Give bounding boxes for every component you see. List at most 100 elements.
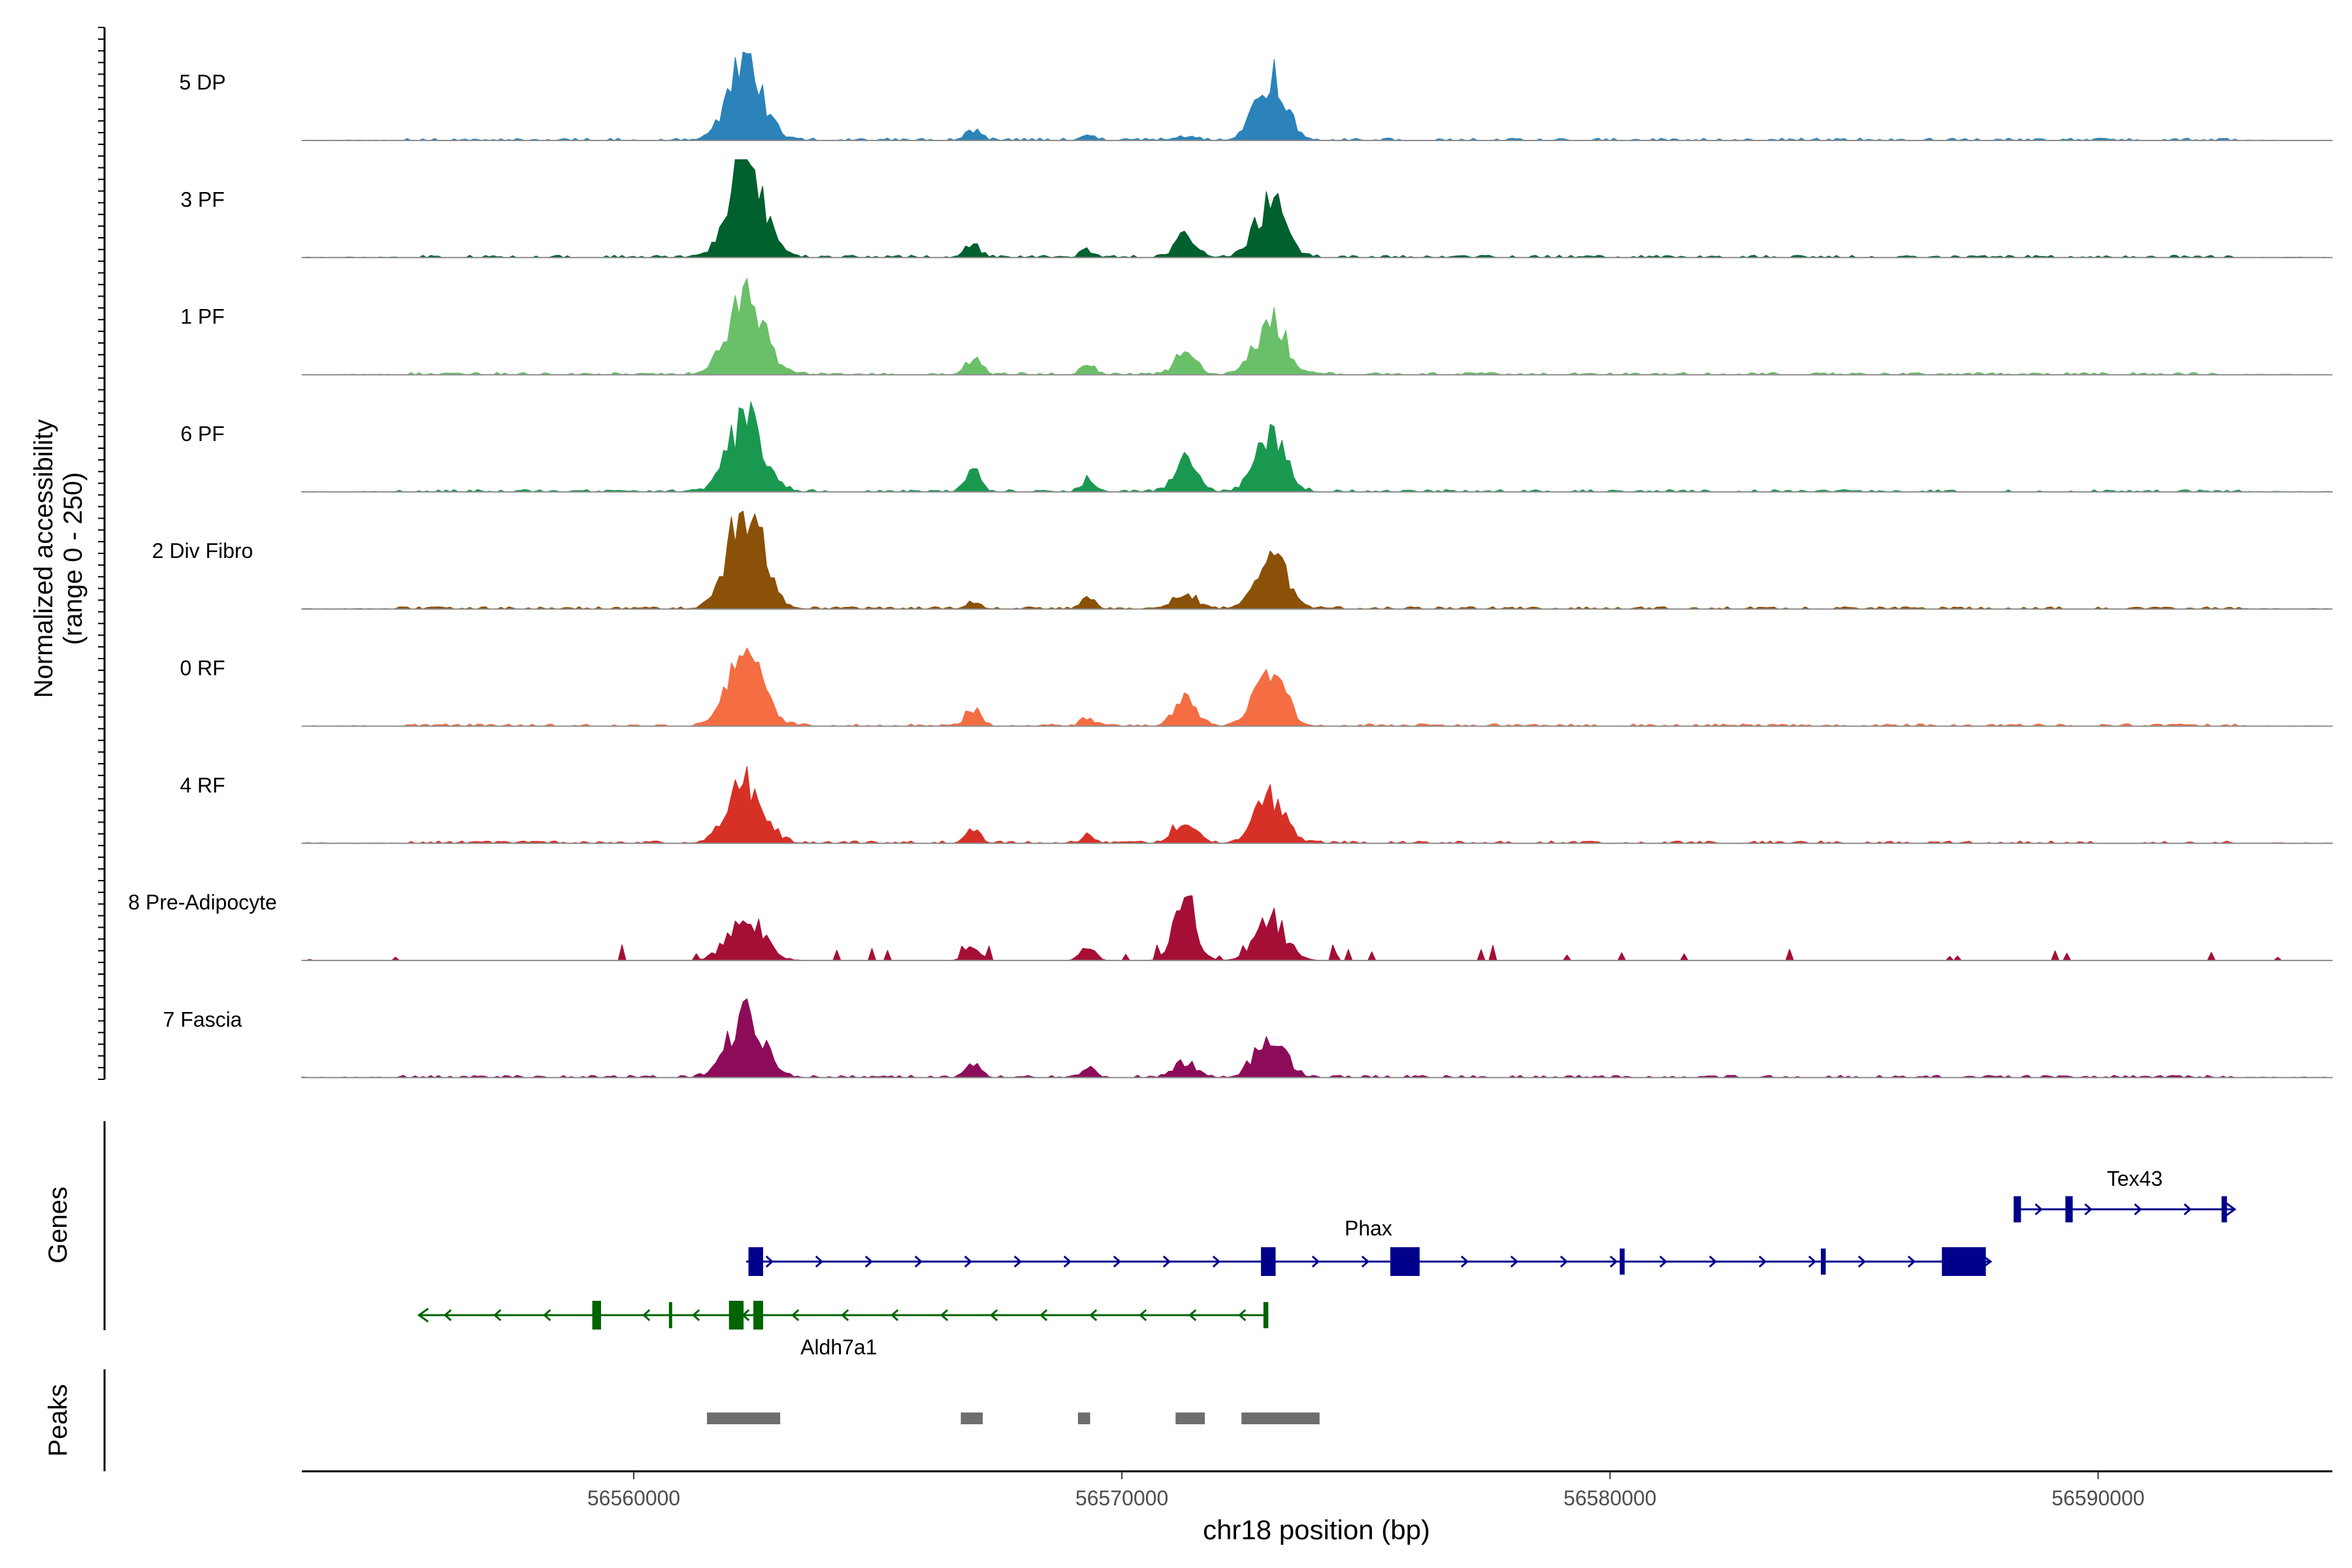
- track-label: 7 Fascia: [163, 1007, 242, 1031]
- coverage-y-axis: [98, 27, 106, 1080]
- strand-arrow: [1089, 1309, 1098, 1322]
- strand-arrow: [990, 1309, 998, 1322]
- gene-exon: [753, 1301, 764, 1330]
- coverage-tracks: 5 DP 3 PF 1 PF 6 PF 2 Div Fibro 0 RF 4 RF 8 Pre…: [128, 52, 2333, 1079]
- coverage-area: [301, 159, 2333, 258]
- strand-arrow: [1659, 1255, 1668, 1268]
- gene-exon: [592, 1301, 601, 1330]
- peaks-track: [707, 1413, 1320, 1424]
- strand-arrow: [765, 1255, 774, 1268]
- strand-arrow: [493, 1309, 502, 1322]
- strand-arrow: [1708, 1255, 1718, 1268]
- coverage-track: 4 RF: [180, 766, 2333, 844]
- track-label: 6 PF: [180, 422, 225, 446]
- peak-region: [1241, 1413, 1320, 1424]
- x-axis-tick-label: 56560000: [587, 1486, 680, 1510]
- strand-arrow: [1907, 1255, 1916, 1268]
- gene-exon: [668, 1302, 672, 1328]
- strand-arrow: [940, 1309, 949, 1322]
- peak-region: [1077, 1413, 1090, 1424]
- coverage-track: 3 PF: [180, 159, 2333, 259]
- strand-arrow: [964, 1255, 973, 1268]
- coverage-track: 0 RF: [180, 647, 2333, 727]
- gene-exon: [2221, 1196, 2227, 1222]
- track-label: 0 RF: [180, 657, 225, 680]
- track-label: 3 PF: [180, 188, 225, 211]
- strand-arrow: [914, 1255, 923, 1268]
- x-axis-title: chr18 position (bp): [1203, 1514, 1430, 1545]
- strand-arrow: [1311, 1255, 1320, 1268]
- strand-arrow: [890, 1309, 899, 1322]
- gene-label: Aldh7a1: [800, 1335, 877, 1359]
- peak-region: [960, 1413, 983, 1424]
- strand-arrow: [1510, 1255, 1519, 1268]
- y-axis-label-line1: Normalized accessibility: [29, 419, 58, 698]
- strand-arrow: [1162, 1255, 1171, 1268]
- gene-label: Tex43: [2107, 1167, 2163, 1190]
- strand-arrow: [1063, 1255, 1072, 1268]
- x-axis-tick-label: 56590000: [2051, 1486, 2144, 1510]
- strand-arrow: [1188, 1309, 1197, 1322]
- track-label: 1 PF: [180, 305, 225, 329]
- strand-arrow: [1238, 1309, 1247, 1322]
- strand-arrow: [1460, 1255, 1469, 1268]
- strand-arrow: [692, 1309, 700, 1322]
- peaks-track-label: Peaks: [44, 1384, 73, 1456]
- coverage-track: 6 PF: [180, 401, 2333, 493]
- strand-arrow: [791, 1309, 800, 1322]
- gene-exon: [2014, 1196, 2021, 1222]
- track-label: 4 RF: [180, 774, 225, 797]
- strand-arrow: [1113, 1255, 1122, 1268]
- gene-label: Phax: [1345, 1217, 1392, 1240]
- gene-exon: [1821, 1249, 1826, 1275]
- gene-end-arrow: [417, 1307, 429, 1323]
- gene-exon: [1942, 1247, 1986, 1276]
- x-axis-tick-label: 56580000: [1563, 1486, 1656, 1510]
- gene-exon: [1261, 1247, 1276, 1276]
- gene-end-arrow: [2225, 1201, 2237, 1217]
- gene-exon: [748, 1247, 764, 1276]
- gene-exon: [2065, 1196, 2073, 1222]
- strand-arrow: [1139, 1309, 1147, 1322]
- strand-arrow: [543, 1309, 551, 1322]
- strand-arrow: [2134, 1203, 2142, 1216]
- strand-arrow: [1758, 1255, 1767, 1268]
- gene-exon: [728, 1301, 744, 1330]
- track-label: 5 DP: [179, 71, 225, 94]
- gene-annotation-track: Tex43 Phax Aldh7a1: [417, 1167, 2237, 1359]
- strand-arrow: [1560, 1255, 1569, 1268]
- strand-arrow: [2034, 1203, 2043, 1216]
- x-axis-tick-label: 56570000: [1075, 1486, 1168, 1510]
- strand-arrow: [1039, 1309, 1048, 1322]
- strand-arrow: [1857, 1255, 1867, 1268]
- gene-exon: [1390, 1247, 1420, 1276]
- track-label: 8 Pre-Adipocyte: [128, 890, 277, 914]
- strand-arrow: [1013, 1255, 1022, 1268]
- strand-arrow: [642, 1309, 651, 1322]
- x-axis: 56560000 56570000 56580000 56590000: [302, 1470, 2332, 1510]
- strand-arrow: [444, 1309, 452, 1322]
- gene-model: Tex43: [2014, 1167, 2237, 1222]
- strand-arrow: [1609, 1255, 1618, 1268]
- gene-exon: [1263, 1302, 1269, 1328]
- strand-arrow: [841, 1309, 849, 1322]
- coverage-track: 7 Fascia: [163, 998, 2333, 1079]
- coverage-track: 5 DP: [179, 52, 2333, 141]
- strand-arrow: [864, 1255, 874, 1268]
- peak-region: [1175, 1413, 1205, 1424]
- peak-region: [707, 1413, 781, 1424]
- strand-arrow: [815, 1255, 824, 1268]
- gene-model: Phax: [745, 1217, 1993, 1276]
- strand-arrow: [1361, 1255, 1370, 1268]
- coverage-track: 1 PF: [180, 278, 2333, 376]
- strand-arrow: [1808, 1255, 1817, 1268]
- strand-arrow: [2084, 1203, 2093, 1216]
- genes-track-label: Genes: [44, 1186, 73, 1264]
- coverage-track: 8 Pre-Adipocyte: [128, 890, 2333, 962]
- strand-arrow: [2183, 1203, 2192, 1216]
- gene-exon: [1620, 1249, 1625, 1275]
- strand-arrow: [1212, 1255, 1221, 1268]
- track-label: 2 Div Fibro: [152, 539, 253, 563]
